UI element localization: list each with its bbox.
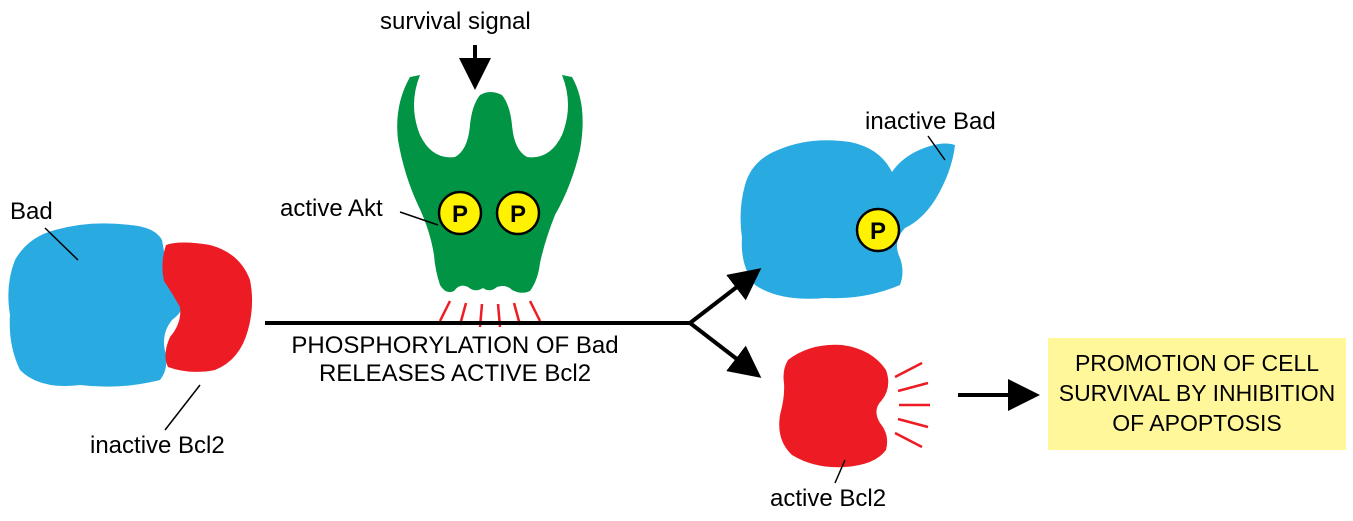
result-line2: SURVIVAL BY INHIBITION xyxy=(1059,380,1336,406)
bad-label: Bad xyxy=(10,198,53,226)
phospho-line1: PHOSPHORYLATION OF Bad xyxy=(291,332,618,359)
diagram-canvas: P P P xyxy=(0,0,1353,521)
result-line3: OF APOPTOSIS xyxy=(1112,410,1282,436)
result-box: PROMOTION OF CELL SURVIVAL BY INHIBITION… xyxy=(1048,338,1346,450)
phosphorylation-label: PHOSPHORYLATION OF Bad RELEASES ACTIVE B… xyxy=(265,332,645,388)
active-akt-label: active Akt xyxy=(280,195,383,223)
phospho-line2: RELEASES ACTIVE Bcl2 xyxy=(319,360,591,387)
result-line1: PROMOTION OF CELL xyxy=(1075,350,1319,376)
active-bcl2-label: active Bcl2 xyxy=(770,485,886,513)
survival-signal-label: survival signal xyxy=(380,8,531,36)
inactive-bad-label: inactive Bad xyxy=(865,108,996,136)
inactive-bcl2-label: inactive Bcl2 xyxy=(90,432,225,460)
